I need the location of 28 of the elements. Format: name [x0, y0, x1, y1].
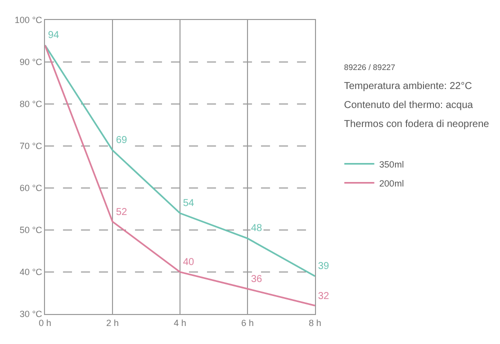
y-tick-label: 60 °C: [20, 183, 43, 194]
y-tick-label: 100 °C: [14, 15, 43, 26]
x-tick-label: 2 h: [106, 318, 119, 328]
text: Temperatura ambiente: 22°C: [344, 81, 472, 92]
y-tick-label: 30 °C: [20, 309, 43, 320]
x-tick-label: 4 h: [174, 318, 186, 328]
y-tick-label: 80 °C: [20, 99, 43, 110]
text: Thermos con fodera di neoprene: [344, 119, 490, 130]
data-label: 39: [318, 261, 330, 272]
data-label: 52: [116, 207, 128, 218]
y-tick-label: 40 °C: [20, 267, 43, 278]
x-tick-label: 8 h: [308, 318, 322, 328]
y-tick-label: 70 °C: [20, 141, 43, 152]
text: Contenuto del thermo: acqua: [344, 100, 474, 111]
x-tick-label: 6 h: [241, 318, 254, 328]
legend-label: 200ml: [379, 178, 404, 188]
data-label: 94: [48, 30, 60, 41]
legend-label: 350ml: [379, 159, 404, 170]
data-label: 36: [251, 274, 263, 285]
x-tick-label: 0 h: [38, 318, 52, 328]
data-label: 32: [318, 291, 330, 302]
data-label: 48: [251, 223, 263, 234]
data-label: 69: [116, 135, 128, 146]
text: 89226 / 89227: [344, 63, 396, 72]
y-tick-label: 90 °C: [20, 57, 43, 68]
data-label: 40: [183, 257, 195, 268]
y-tick-label: 50 °C: [20, 225, 43, 236]
data-label: 54: [183, 198, 195, 209]
